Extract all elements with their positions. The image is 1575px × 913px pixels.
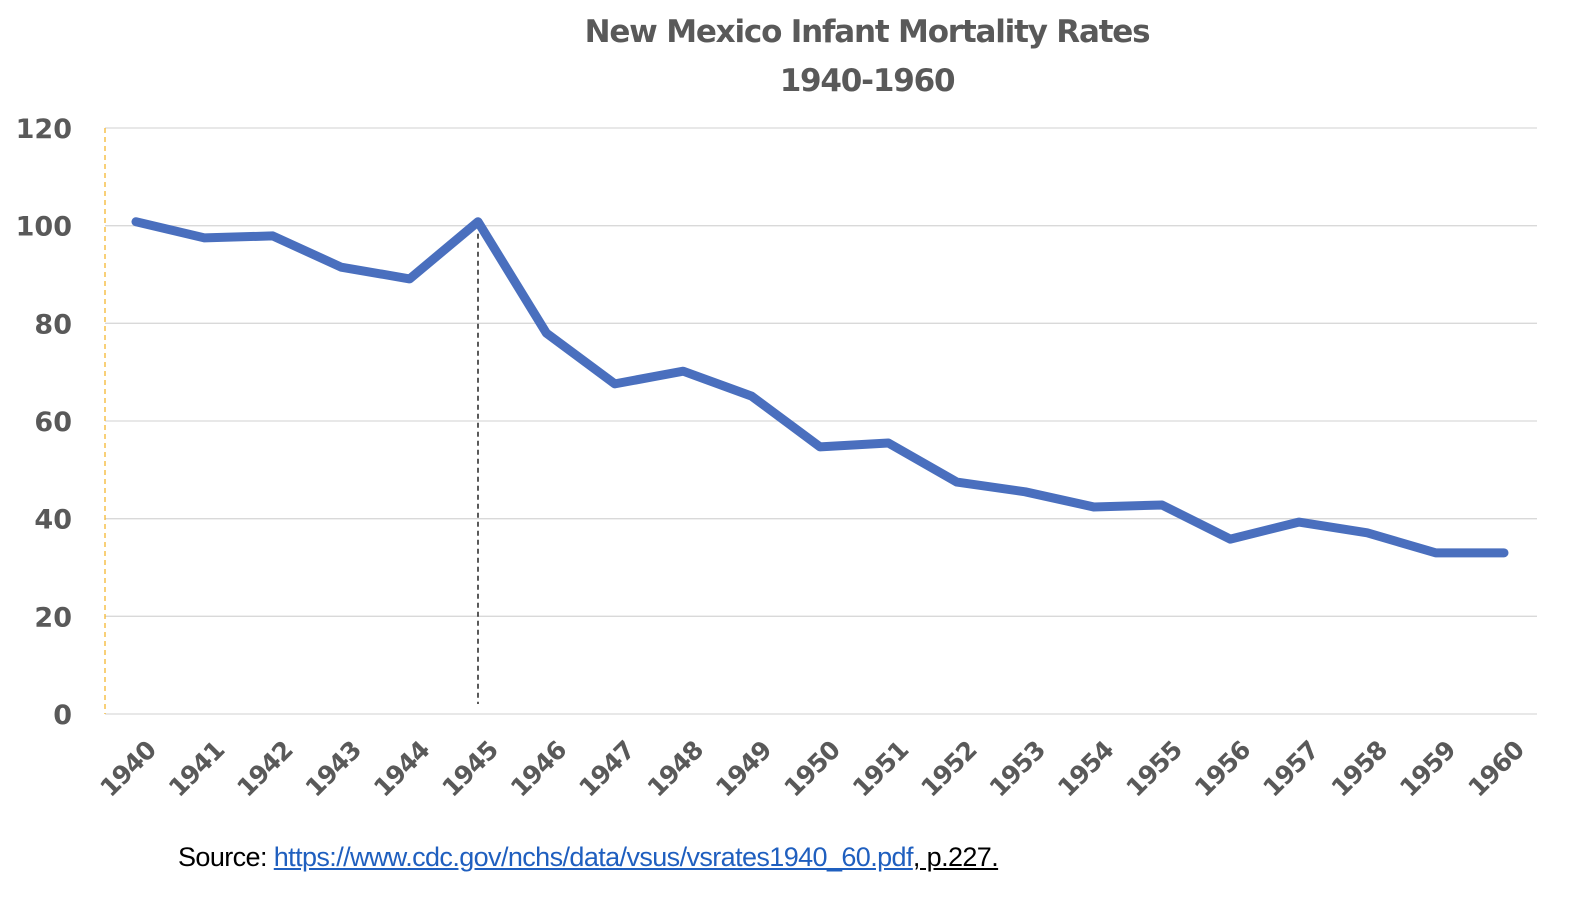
- chart-title: New Mexico Infant Mortality Rates: [585, 14, 1150, 50]
- x-tick-label: 1951: [847, 736, 914, 803]
- x-tick-label: 1943: [300, 736, 367, 803]
- x-tick-label: 1950: [779, 735, 846, 802]
- y-tick-label: 120: [16, 114, 72, 145]
- gridlines: [105, 127, 1537, 715]
- y-tick-label: 100: [16, 212, 72, 243]
- y-tick-label: 0: [53, 700, 72, 731]
- y-tick-label: 60: [34, 407, 72, 438]
- x-tick-label: 1948: [642, 736, 709, 803]
- series-line: [131, 217, 1509, 558]
- chart-subtitle: 1940-1960: [780, 63, 955, 99]
- x-tick-label: 1941: [163, 736, 230, 803]
- y-tick-label: 20: [34, 602, 72, 633]
- x-tick-label: 1945: [437, 736, 504, 803]
- source-page: , p.227.: [912, 842, 999, 872]
- source-note: Source: https://www.cdc.gov/nchs/data/vs…: [178, 842, 999, 873]
- y-tick-label: 80: [34, 309, 72, 340]
- x-tick-label: 1947: [573, 736, 640, 803]
- x-axis-ticks: 1940 1941 1942 1943 1944 1945 1946 1947 1948 1949…: [95, 735, 1530, 802]
- y-tick-label: 40: [34, 505, 72, 536]
- x-tick-label: 1954: [1052, 735, 1119, 802]
- x-tick-label: 1958: [1326, 736, 1393, 803]
- x-tick-label: 1955: [1121, 736, 1188, 803]
- x-tick-label: 1956: [1189, 735, 1256, 802]
- x-tick-label: 1940: [95, 735, 162, 802]
- x-tick-label: 1957: [1257, 736, 1324, 803]
- y-axis-ticks: 0 20 40 60 80 100 120: [16, 114, 72, 731]
- x-tick-label: 1952: [915, 736, 982, 803]
- source-prefix: Source:: [178, 842, 274, 872]
- x-tick-label: 1942: [231, 736, 298, 803]
- x-tick-label: 1960: [1463, 735, 1530, 802]
- source-link[interactable]: https://www.cdc.gov/nchs/data/vsus/vsrat…: [273, 842, 914, 872]
- x-tick-label: 1959: [1394, 736, 1461, 803]
- x-tick-label: 1949: [710, 736, 777, 803]
- x-tick-label: 1946: [505, 735, 572, 802]
- x-tick-label: 1944: [368, 735, 435, 802]
- x-tick-label: 1953: [984, 736, 1051, 803]
- series-layer: [131, 217, 1509, 558]
- annotations: [104, 128, 479, 714]
